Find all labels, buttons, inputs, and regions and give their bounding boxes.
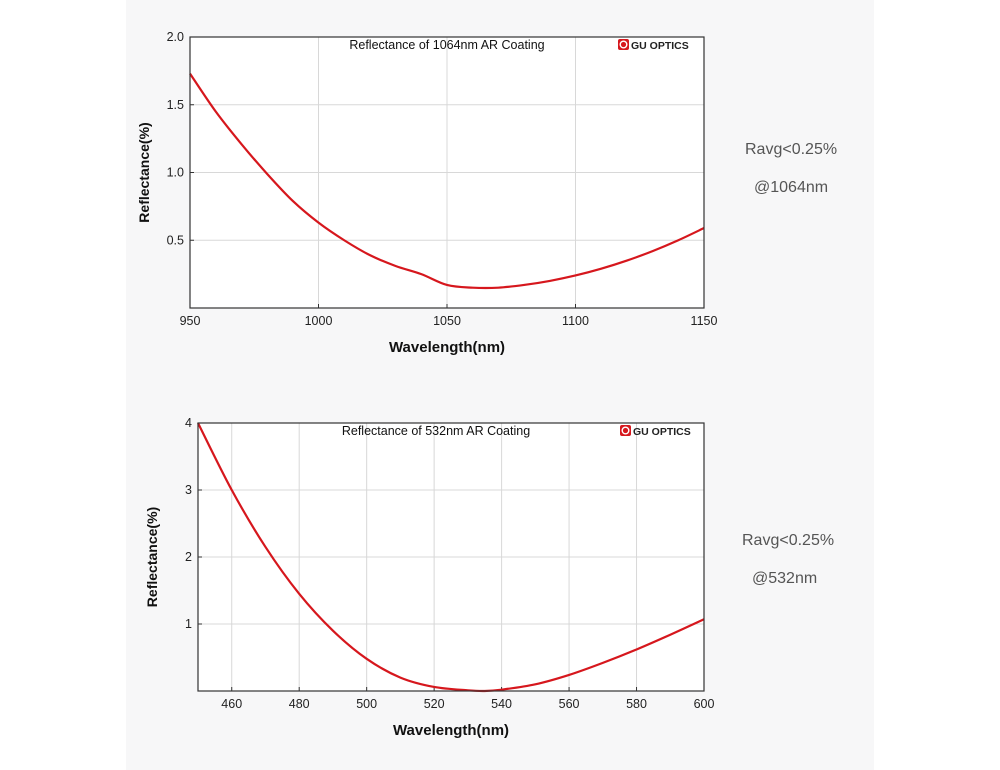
x-tick-label: 1000 (305, 314, 333, 328)
x-tick-label: 1050 (433, 314, 461, 328)
chart-title: Reflectance of 1064nm AR Coating (349, 38, 544, 52)
logo-text: GU OPTICS (631, 40, 689, 52)
ravg-note-532-value: Ravg<0.25% (742, 532, 835, 549)
y-tick-label: 0.5 (167, 233, 184, 247)
ravg-note-532-wavelength: @532nm (752, 570, 818, 587)
x-axis-label: Wavelength(nm) (389, 339, 505, 356)
y-tick-label: 1.5 (167, 98, 184, 112)
x-tick-label: 950 (180, 314, 201, 328)
reflectance-curve (189, 72, 705, 290)
ravg-note-1064-value: Ravg<0.25% (745, 141, 838, 158)
logo-ring (619, 40, 628, 49)
gu-optics-logo-icon (618, 39, 629, 50)
x-tick-label: 1150 (691, 314, 718, 328)
y-axis-label: Reflectance(%) (136, 122, 152, 222)
y-tick-label: 1.0 (167, 166, 184, 180)
x-tick-label: 1100 (562, 314, 589, 328)
y-tick-label: 2.0 (167, 30, 184, 44)
chart-1064nm: 950 1000 1050 1100 1150 0.5 1.0 1.5 2.0 Reflectan… (136, 30, 718, 356)
ravg-note-1064-wavelength: @1064nm (754, 179, 829, 196)
plot-frame (189, 36, 705, 309)
